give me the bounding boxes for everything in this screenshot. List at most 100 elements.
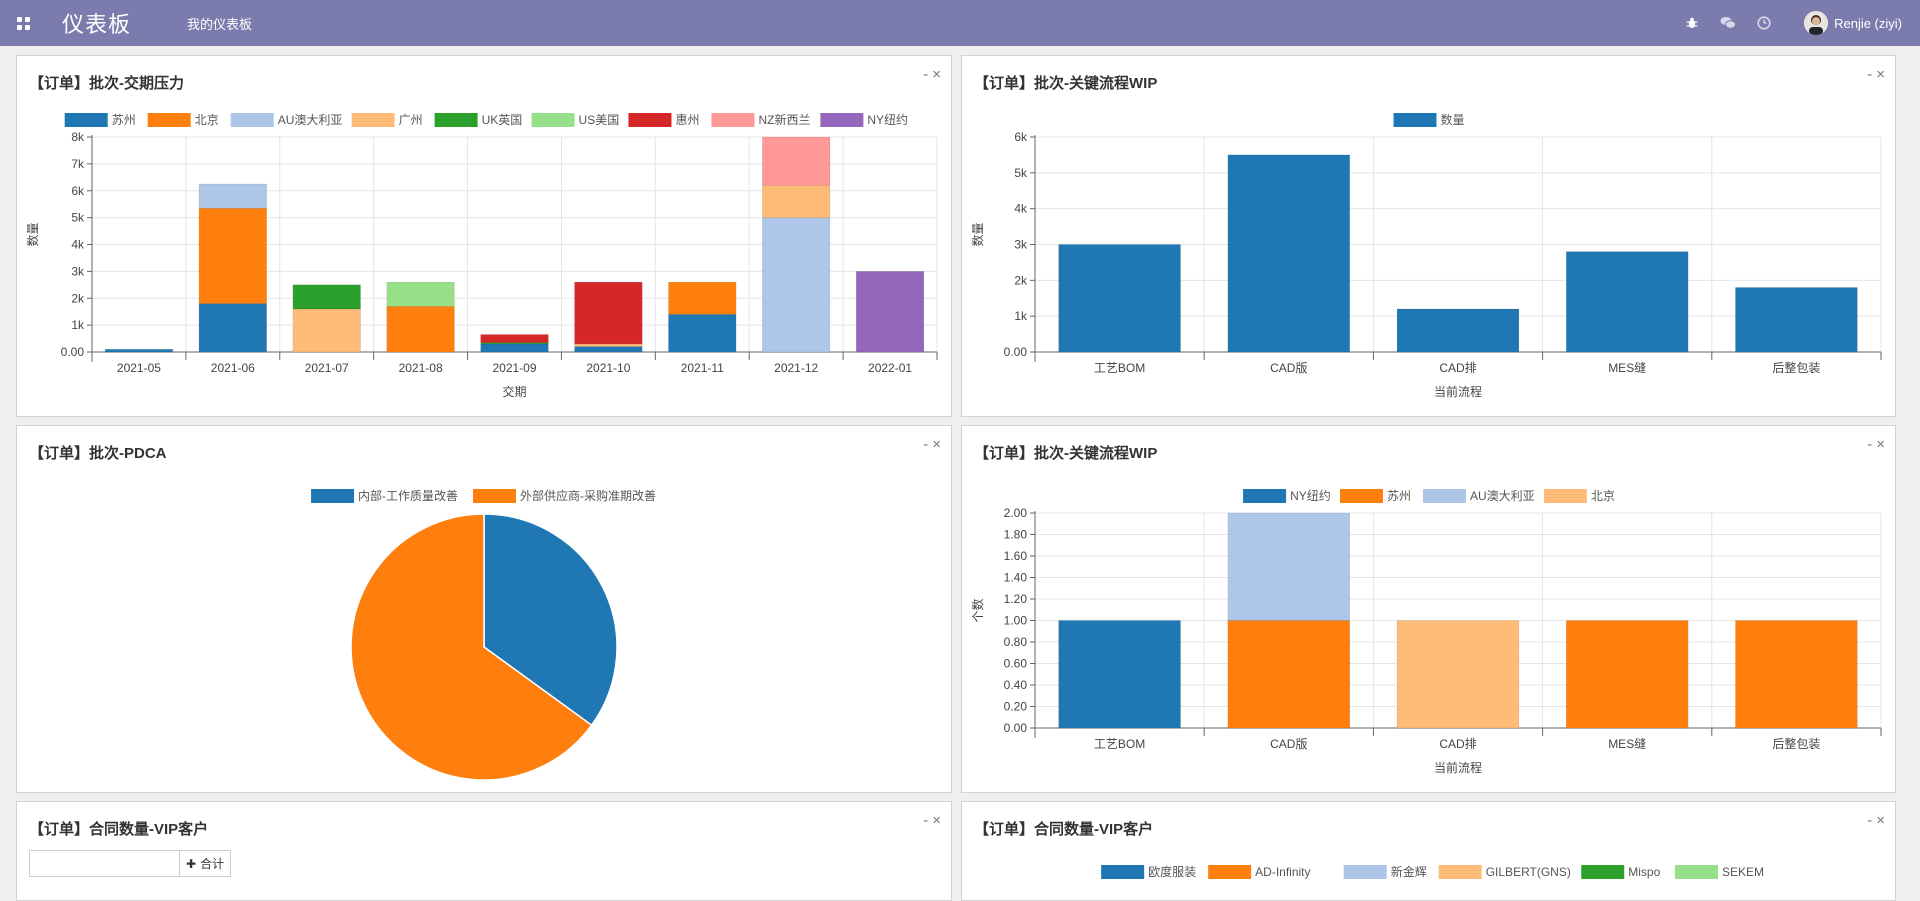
grid-icon: [16, 16, 30, 30]
apps-menu-button[interactable]: [0, 0, 46, 46]
y-tick-label: 0.00: [1004, 721, 1028, 735]
y-tick-label: 8k: [71, 130, 85, 144]
y-tick-label: 3k: [71, 264, 85, 278]
collapse-button[interactable]: -: [923, 436, 929, 453]
legend-swatch: [1423, 489, 1466, 503]
y-tick-label: 2k: [1014, 273, 1028, 287]
x-tick-label: 2021-11: [681, 361, 724, 375]
chart-delivery-pressure: 苏州 北京 AU澳大利亚 广州 UK英国 US美国 惠州 NZ新西兰 NY纽约 0.00 1k 2k 3…: [25, 112, 938, 399]
collapse-button[interactable]: -: [923, 66, 929, 83]
legend-label: GILBERT(GNS): [1486, 865, 1571, 879]
legend-swatch: [1340, 489, 1383, 503]
y-tick-label: 2k: [71, 291, 85, 305]
y-tick-label: 1.00: [1004, 614, 1028, 628]
legend-label: Mispo: [1628, 865, 1660, 879]
close-button[interactable]: ×: [932, 436, 941, 453]
bar: [1227, 154, 1350, 353]
panel-title: 【订单】合同数量-VIP客户: [974, 821, 1154, 838]
panel-title: 【订单】批次-交期压力: [29, 75, 184, 92]
app-title: 仪表板: [62, 12, 132, 37]
bug-icon[interactable]: [1684, 15, 1700, 31]
bar: [668, 281, 737, 315]
legend-label: 苏州: [1387, 489, 1411, 503]
legend-label: NZ新西兰: [758, 112, 810, 127]
x-tick-label: MES缝: [1608, 736, 1646, 751]
bar: [198, 207, 267, 304]
bar: [198, 303, 267, 353]
x-tick-label: 后整包装: [1772, 360, 1820, 375]
x-axis-label: 当前流程: [1434, 760, 1482, 775]
x-tick-label: 2021-10: [586, 361, 630, 375]
pie-slice: [350, 513, 593, 781]
user-menu[interactable]: Renjie (ziyi): [1804, 11, 1902, 35]
legend-swatch: [628, 113, 672, 127]
x-tick-label: 2021-09: [492, 361, 536, 375]
close-button[interactable]: ×: [1876, 812, 1885, 829]
bar: [480, 334, 549, 343]
close-button[interactable]: ×: [1876, 436, 1885, 453]
panel-pdca: 【订单】批次-PDCA - × 内部-工作质量改善 外部供应商-采购准期改善: [16, 425, 952, 793]
legend-swatch: [1101, 865, 1145, 879]
y-tick-label: 5k: [1014, 166, 1028, 180]
x-axis-label: 交期: [502, 384, 526, 399]
y-tick-label: 1k: [1014, 309, 1028, 323]
close-button[interactable]: ×: [1876, 66, 1885, 83]
chart-vip-legend: 欧度服装 AD-Infinity 新金辉 GILBERT(GNS) Mispo SEKEM: [1101, 864, 1764, 879]
collapse-button[interactable]: -: [1867, 66, 1873, 83]
panel-title: 【订单】批次-关键流程WIP: [974, 445, 1158, 462]
legend-label: NY纽约: [1290, 488, 1331, 503]
x-tick-label: 2021-08: [399, 361, 443, 375]
x-tick-label: 2022-01: [868, 361, 912, 375]
plus-icon: ✚: [186, 857, 197, 871]
panel-vip-bar: 【订单】合同数量-VIP客户 - × 欧度服装 AD-Infinity 新金辉 GILB…: [961, 801, 1896, 901]
chart-wip-quantity: 数量 0.00 1k 2k 3k 4k 5k 6k 工艺BOM CAD版 CAD排 MES缝 后整包装当…: [970, 112, 1882, 399]
bar: [1227, 620, 1350, 729]
collapse-button[interactable]: -: [923, 812, 929, 829]
panel-title: 【订单】合同数量-VIP客户: [29, 821, 209, 838]
bar: [1566, 620, 1689, 729]
y-tick-label: 4k: [1014, 202, 1028, 216]
y-axis-label: 数量: [970, 222, 985, 246]
legend-label: 数量: [1441, 112, 1465, 127]
x-axis-label: 当前流程: [1434, 384, 1482, 399]
collapse-button[interactable]: -: [1867, 812, 1873, 829]
y-tick-label: 1.80: [1004, 528, 1028, 542]
y-tick-label: 1.60: [1004, 549, 1028, 563]
legend-label: AD-Infinity: [1255, 865, 1310, 879]
legend-label: US美国: [579, 113, 620, 127]
legend-label: 广州: [399, 113, 423, 127]
bar: [762, 136, 831, 186]
legend-swatch: [230, 113, 274, 127]
bar: [1735, 620, 1858, 729]
bar: [1396, 620, 1520, 729]
y-tick-label: 7k: [71, 157, 85, 171]
close-button[interactable]: ×: [932, 812, 941, 829]
close-button[interactable]: ×: [932, 66, 941, 83]
legend-label: AU澳大利亚: [1470, 489, 1535, 503]
collapse-button[interactable]: -: [1867, 436, 1873, 453]
y-tick-label: 1.20: [1004, 592, 1028, 606]
clock-icon[interactable]: [1756, 15, 1772, 31]
legend-label: 惠州: [675, 113, 699, 127]
legend-swatch: [1393, 113, 1437, 127]
bar: [574, 346, 643, 353]
legend-swatch: [1438, 865, 1482, 879]
bar: [292, 308, 361, 353]
legend-swatch: [1581, 865, 1625, 879]
bar: [292, 284, 361, 310]
chart-pdca: 内部-工作质量改善 外部供应商-采购准期改善: [311, 488, 656, 781]
legend-swatch: [473, 489, 516, 503]
y-tick-label: 0.40: [1004, 678, 1028, 692]
bar: [386, 306, 455, 353]
legend-label: 欧度服装: [1148, 864, 1196, 879]
x-tick-label: 2021-12: [774, 361, 818, 375]
pivot-header-total[interactable]: ✚ 合计: [178, 850, 232, 877]
legend-swatch: [147, 113, 191, 127]
bar: [668, 314, 737, 353]
chat-icon[interactable]: [1720, 15, 1737, 31]
x-tick-label: 工艺BOM: [1094, 737, 1145, 751]
x-tick-label: MES缝: [1608, 360, 1646, 375]
y-tick-label: 6k: [71, 184, 85, 198]
y-tick-label: 3k: [1014, 238, 1028, 252]
menu-my-dashboard[interactable]: 我的仪表板: [187, 16, 253, 32]
